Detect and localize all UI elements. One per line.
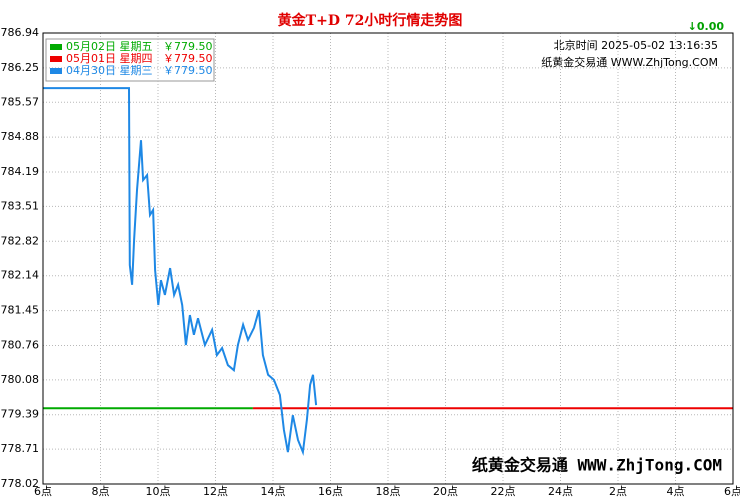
x-tick-label: 6点: [34, 485, 52, 498]
y-tick-label: 782.82: [1, 234, 40, 247]
legend-label: 05月01日 星期四: [66, 52, 153, 65]
legend: [45, 38, 215, 82]
y-tick-label: 784.19: [1, 165, 40, 178]
x-tick-label: 6点: [724, 485, 740, 498]
source: 纸黄金交易通 WWW.ZhjTong.COM: [541, 55, 718, 69]
x-tick-label: 10点: [146, 485, 171, 498]
legend-swatch: [50, 44, 62, 50]
change: ↓0.00: [688, 20, 725, 33]
chart-title: 黄金T+D 72小时行情走势图: [278, 12, 463, 29]
y-tick-label: 778.71: [1, 442, 40, 455]
x-tick-label: 20点: [433, 485, 458, 498]
legend-label: 05月02日 星期五: [66, 40, 153, 53]
x-tick-label: 8点: [92, 485, 110, 498]
x-tick-label: 2点: [609, 485, 627, 498]
y-tick-label: 786.94: [1, 26, 40, 39]
legend-label: 04月30日 星期三: [66, 64, 153, 77]
legend-price: ￥779.50: [163, 64, 213, 77]
legend-price: ￥779.50: [163, 52, 213, 65]
legend-price: ￥779.50: [163, 40, 213, 53]
legend-swatch: [50, 68, 62, 74]
timestamp: 北京时间 2025-05-02 13:16:35: [554, 38, 718, 52]
y-tick-label: 785.57: [1, 95, 40, 108]
series-line: [43, 87, 318, 457]
legend-swatch: [50, 56, 62, 62]
x-tick-label: 12点: [203, 485, 228, 498]
plot-area: [42, 32, 734, 485]
x-tick-label: 18点: [376, 485, 401, 498]
y-tick-label: 786.25: [1, 61, 40, 74]
y-tick-label: 779.39: [1, 408, 40, 421]
y-tick-label: 778.02: [1, 477, 40, 490]
x-tick-label: 14点: [261, 485, 286, 498]
x-tick-label: 22点: [491, 485, 516, 498]
y-tick-label: 780.08: [1, 373, 40, 386]
x-tick-label: 4点: [667, 485, 685, 498]
x-tick-label: 24点: [548, 485, 573, 498]
x-tick-label: 16点: [318, 485, 343, 498]
y-tick-label: 782.14: [1, 269, 40, 282]
y-tick-label: 780.76: [1, 338, 40, 351]
watermark: 纸黄金交易通 WWW.ZhjTong.COM: [472, 456, 722, 475]
y-tick-label: 784.88: [1, 130, 40, 143]
y-tick-label: 783.51: [1, 199, 40, 212]
y-tick-label: 781.45: [1, 304, 40, 317]
